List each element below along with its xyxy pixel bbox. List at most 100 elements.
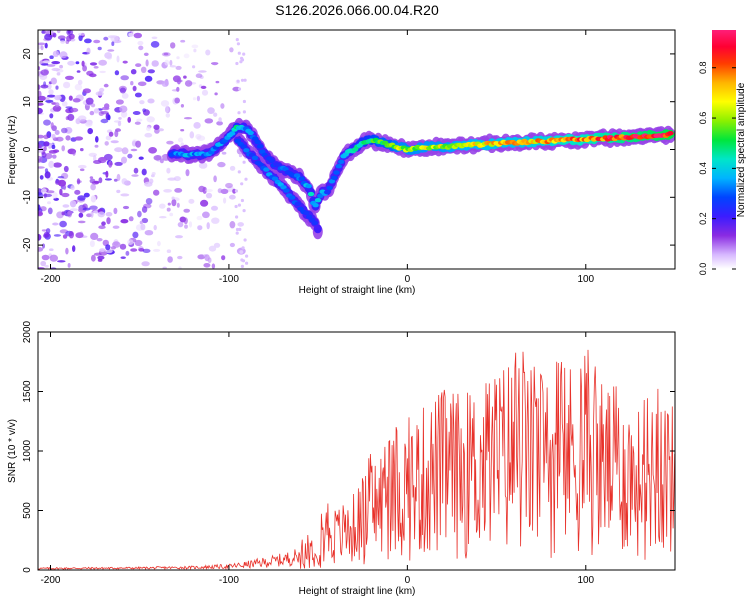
spectrogram-ridge-core: [312, 203, 319, 208]
spectrogram-noise-cell: [235, 38, 239, 42]
spectrogram-noise-cell: [191, 44, 199, 49]
spectrogram-noise-cell: [46, 64, 56, 67]
spectrogram-ridge-core: [283, 188, 290, 193]
spectrogram-noise-cell: [245, 254, 249, 258]
spectrogram-noise-cell: [238, 154, 243, 158]
spectrogram-noise-cell: [139, 220, 143, 225]
spectrogram-noise-cell: [75, 61, 80, 65]
spectrogram-noise-cell: [195, 133, 202, 140]
spectrogram-noise-cell: [134, 239, 143, 247]
spectrogram-noise-cell: [43, 134, 49, 140]
spectrogram-noise-cell: [121, 147, 129, 155]
spectrogram-noise-cell: [145, 198, 153, 205]
spectrogram-noise-cell: [163, 189, 173, 193]
spectrogram-noise-cell: [205, 192, 213, 199]
spectrogram-noise-cell: [61, 101, 68, 107]
y-tick-label: 2000: [22, 320, 33, 343]
spectrogram-noise-cell: [52, 105, 62, 112]
spectrogram-noise-cell: [159, 203, 166, 209]
spectrogram-noise-cell: [197, 254, 206, 260]
spectrogram-noise-cell: [180, 104, 184, 108]
spectrogram-noise-cell: [144, 132, 153, 138]
spectrogram-noise-cell: [45, 99, 54, 103]
spectrogram-noise-cell: [66, 35, 72, 42]
x-tick-label: 100: [577, 274, 594, 285]
x-tick-label: 100: [577, 575, 594, 586]
spectrogram-ridge-core: [259, 149, 266, 154]
spectrogram-noise-cell: [52, 192, 58, 199]
spectrogram-noise-cell: [44, 168, 49, 174]
spectrogram-noise-cell: [116, 173, 121, 182]
spectrogram-noise-cell: [239, 250, 244, 254]
spectrogram-noise-cell: [53, 234, 62, 237]
spectrogram-noise-cell: [234, 204, 238, 209]
spectrogram-noise-cell: [177, 255, 183, 260]
colorbar-tick-label: 0.4: [698, 162, 708, 175]
spectrogram-noise-cell: [229, 165, 236, 171]
spectrogram-noise-cell: [120, 193, 130, 197]
spectrogram-noise-cell: [70, 208, 78, 212]
spectrogram-noise-cell: [38, 204, 41, 211]
spectrogram-noise-cell: [56, 30, 61, 34]
spectrogram-noise-cell: [136, 118, 143, 122]
spectrogram-noise-cell: [51, 134, 56, 139]
y-tick-label: 10: [22, 96, 33, 108]
spectrogram-noise-cell: [75, 232, 84, 239]
spectrogram-noise-cell: [48, 160, 55, 168]
spectrogram-noise-cell: [119, 243, 127, 250]
y-tick-label: 1000: [22, 439, 33, 462]
spectrogram-noise-cell: [161, 80, 169, 87]
spectrogram-noise-cell: [63, 165, 69, 173]
spectrogram-noise-cell: [141, 168, 147, 176]
spectrogram-noise-cell: [214, 92, 218, 96]
spectrogram-noise-cell: [221, 151, 227, 155]
spectrogram-noise-cell: [132, 111, 141, 115]
spectrogram-noise-cell: [74, 136, 84, 141]
spectrogram-noise-cell: [89, 62, 98, 66]
spectrogram-noise-cell: [38, 90, 42, 98]
spectrogram-noise-cell: [176, 86, 180, 92]
spectrogram-noise-cell: [98, 111, 105, 116]
spectrogram-noise-cell: [213, 112, 218, 117]
spectrogram-noise-cell: [65, 135, 71, 141]
spectrogram-noise-cell: [80, 148, 84, 152]
spectrogram-noise-cell: [99, 248, 106, 253]
spectrogram-noise-cell: [74, 83, 83, 91]
spectrogram-noise-cell: [67, 210, 72, 218]
spectrogram-ridge-core: [317, 193, 324, 199]
y-tick-label: 0: [22, 567, 33, 573]
spectrogram-noise-cell: [40, 69, 49, 76]
spectrogram-noise-cell: [183, 75, 187, 79]
snr-y-label: SNR (10 * v/v): [7, 419, 18, 483]
spectrogram-ridge-core: [263, 167, 270, 172]
spectrogram-noise-cell: [146, 116, 155, 123]
spectrogram-noise-cell: [225, 182, 233, 189]
spectrogram-noise-cell: [38, 211, 43, 217]
spectrogram-noise-cell: [60, 40, 65, 44]
spectrogram-noise-cell: [159, 158, 164, 164]
spectrogram-noise-cell: [65, 75, 74, 80]
spectrogram-noise-cell: [128, 216, 134, 222]
spectrogram-noise-cell: [110, 35, 119, 42]
spectrogram-noise-cell: [57, 35, 66, 40]
spectrogram-noise-cell: [38, 144, 42, 149]
spectrogram-noise-cell: [130, 69, 137, 75]
spectrogram-noise-cell: [117, 120, 122, 127]
spectrogram-noise-cell: [180, 39, 186, 43]
spectrogram-ridge-core: [338, 159, 345, 164]
spectrogram-noise-cell: [87, 128, 93, 135]
spectrogram-noise-cell: [116, 189, 121, 194]
spectrogram-noise-cell: [44, 264, 49, 268]
figure-title: S126.2026.066.00.04.R20: [275, 2, 439, 18]
spectrogram-noise-cell: [177, 222, 184, 228]
spectrogram-ridge-core: [256, 144, 264, 149]
spectrogram-noise-cell: [176, 56, 180, 60]
spectrogram-noise-cell: [188, 221, 193, 228]
spectrogram-noise-cell: [54, 95, 62, 101]
y-tick-label: -20: [22, 237, 33, 252]
spectrogram-noise-cell: [43, 146, 47, 152]
spectrogram-noise-cell: [61, 145, 65, 152]
spectrogram-noise-cell: [169, 59, 173, 66]
spectrogram-noise-cell: [204, 118, 214, 124]
spectrogram-noise-cell: [151, 60, 159, 67]
